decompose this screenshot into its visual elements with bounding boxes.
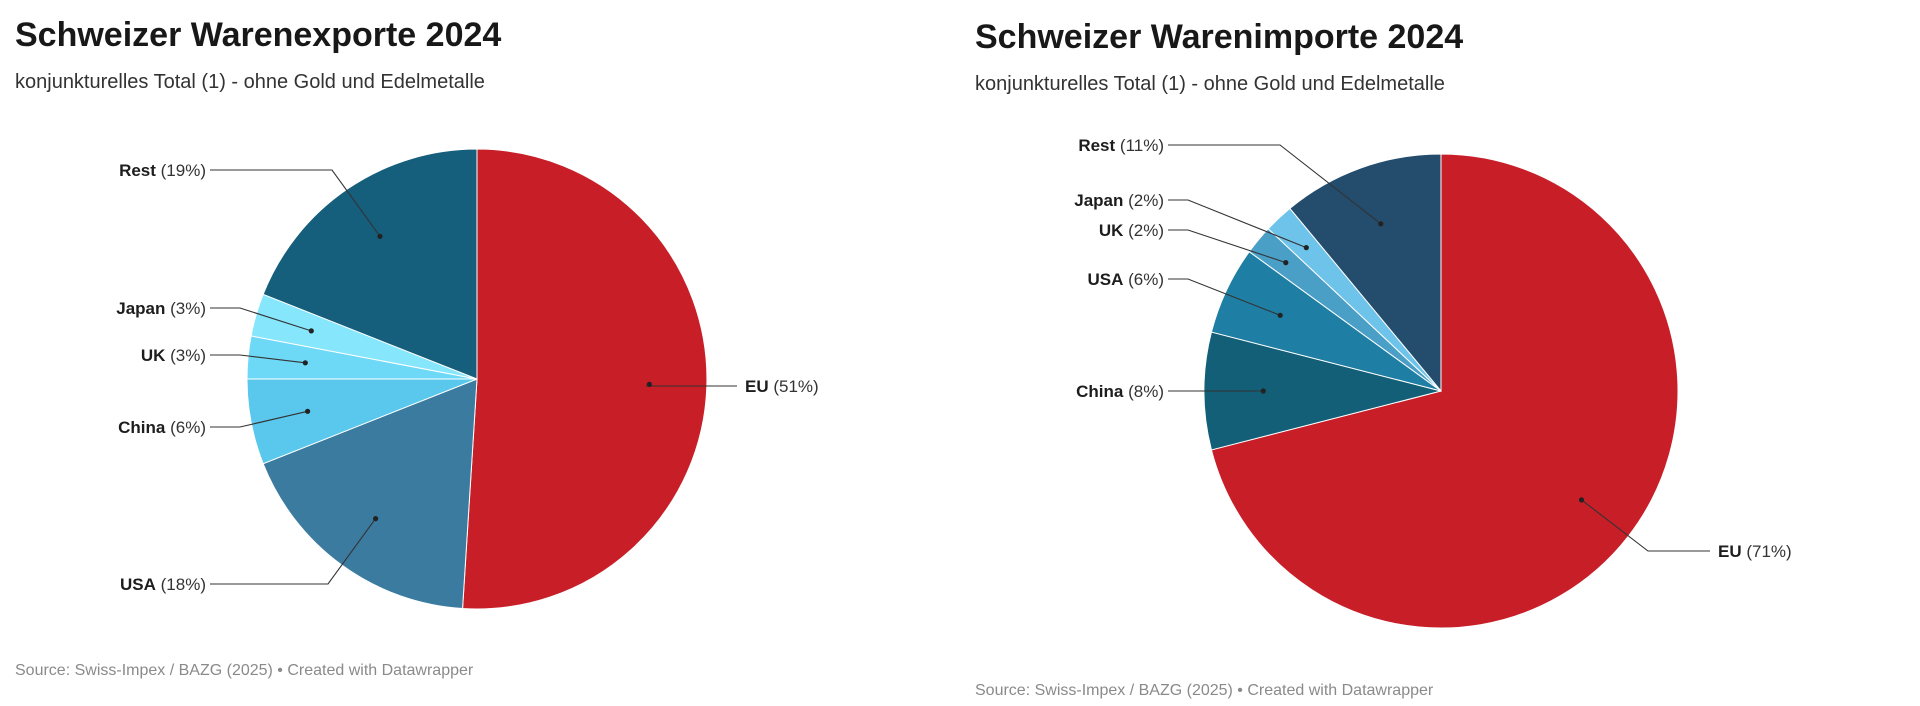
slice-label-percent: (19%) bbox=[156, 161, 206, 180]
slice-label-japan: Japan (3%) bbox=[116, 299, 206, 318]
leader-dot-japan bbox=[1304, 245, 1309, 250]
slice-label-percent: (11%) bbox=[1115, 136, 1164, 155]
leader-dot-eu bbox=[1579, 497, 1584, 502]
chart-source: Source: Swiss-Impex / BAZG (2025) • Crea… bbox=[15, 662, 473, 680]
slice-label-name: EU bbox=[745, 377, 769, 396]
slice-label-percent: (6%) bbox=[1123, 270, 1164, 289]
pie-slice-eu bbox=[463, 149, 707, 609]
slice-label-china: China (6%) bbox=[118, 418, 206, 437]
leader-dot-eu bbox=[647, 382, 652, 387]
slice-label-name: Japan bbox=[116, 299, 165, 318]
leader-dot-rest bbox=[377, 234, 382, 239]
slice-label-usa: USA (6%) bbox=[1087, 270, 1164, 289]
slice-label-eu: EU (51%) bbox=[745, 377, 819, 396]
slice-label-uk: UK (2%) bbox=[1099, 221, 1164, 240]
slice-label-percent: (71%) bbox=[1742, 542, 1792, 561]
slice-label-rest: Rest (11%) bbox=[1078, 136, 1164, 155]
leader-dot-uk bbox=[1283, 260, 1288, 265]
slice-label-percent: (2%) bbox=[1123, 221, 1164, 240]
slice-label-uk: UK (3%) bbox=[141, 346, 206, 365]
chart-source: Source: Swiss-Impex / BAZG (2025) • Crea… bbox=[975, 682, 1433, 700]
import-pie-chart: EU (71%)China (8%)USA (6%)UK (2%)Japan (… bbox=[960, 0, 1920, 706]
slice-label-percent: (18%) bbox=[156, 575, 206, 594]
leader-dot-china bbox=[1261, 388, 1266, 393]
slice-label-rest: Rest (19%) bbox=[119, 161, 206, 180]
slice-label-percent: (3%) bbox=[165, 299, 206, 318]
slice-label-name: USA bbox=[120, 575, 156, 594]
slice-label-usa: USA (18%) bbox=[120, 575, 206, 594]
slice-label-name: EU bbox=[1718, 542, 1742, 561]
slice-label-percent: (8%) bbox=[1123, 382, 1164, 401]
slice-label-name: China bbox=[118, 418, 166, 437]
leader-dot-japan bbox=[309, 328, 314, 333]
slice-label-name: Rest bbox=[119, 161, 156, 180]
slice-label-percent: (51%) bbox=[769, 377, 819, 396]
leader-dot-uk bbox=[303, 360, 308, 365]
slice-label-percent: (2%) bbox=[1123, 191, 1164, 210]
slice-label-name: Japan bbox=[1074, 191, 1123, 210]
slice-label-name: Rest bbox=[1078, 136, 1115, 155]
slice-label-percent: (3%) bbox=[165, 346, 206, 365]
slice-label-eu: EU (71%) bbox=[1718, 542, 1792, 561]
export-pie-chart: EU (51%)USA (18%)China (6%)UK (3%)Japan … bbox=[0, 0, 960, 706]
slice-label-name: UK bbox=[141, 346, 166, 365]
slice-label-percent: (6%) bbox=[165, 418, 206, 437]
slice-label-name: USA bbox=[1087, 270, 1123, 289]
import-chart-panel: Schweizer Warenimporte 2024 konjunkturel… bbox=[960, 0, 1920, 706]
leader-dot-china bbox=[305, 409, 310, 414]
slice-label-china: China (8%) bbox=[1076, 382, 1164, 401]
slice-label-name: China bbox=[1076, 382, 1124, 401]
slice-label-name: UK bbox=[1099, 221, 1124, 240]
slice-label-japan: Japan (2%) bbox=[1074, 191, 1164, 210]
leader-dot-rest bbox=[1378, 221, 1383, 226]
leader-dot-usa bbox=[1278, 313, 1283, 318]
leader-dot-usa bbox=[373, 516, 378, 521]
export-chart-panel: Schweizer Warenexporte 2024 konjunkturel… bbox=[0, 0, 960, 706]
